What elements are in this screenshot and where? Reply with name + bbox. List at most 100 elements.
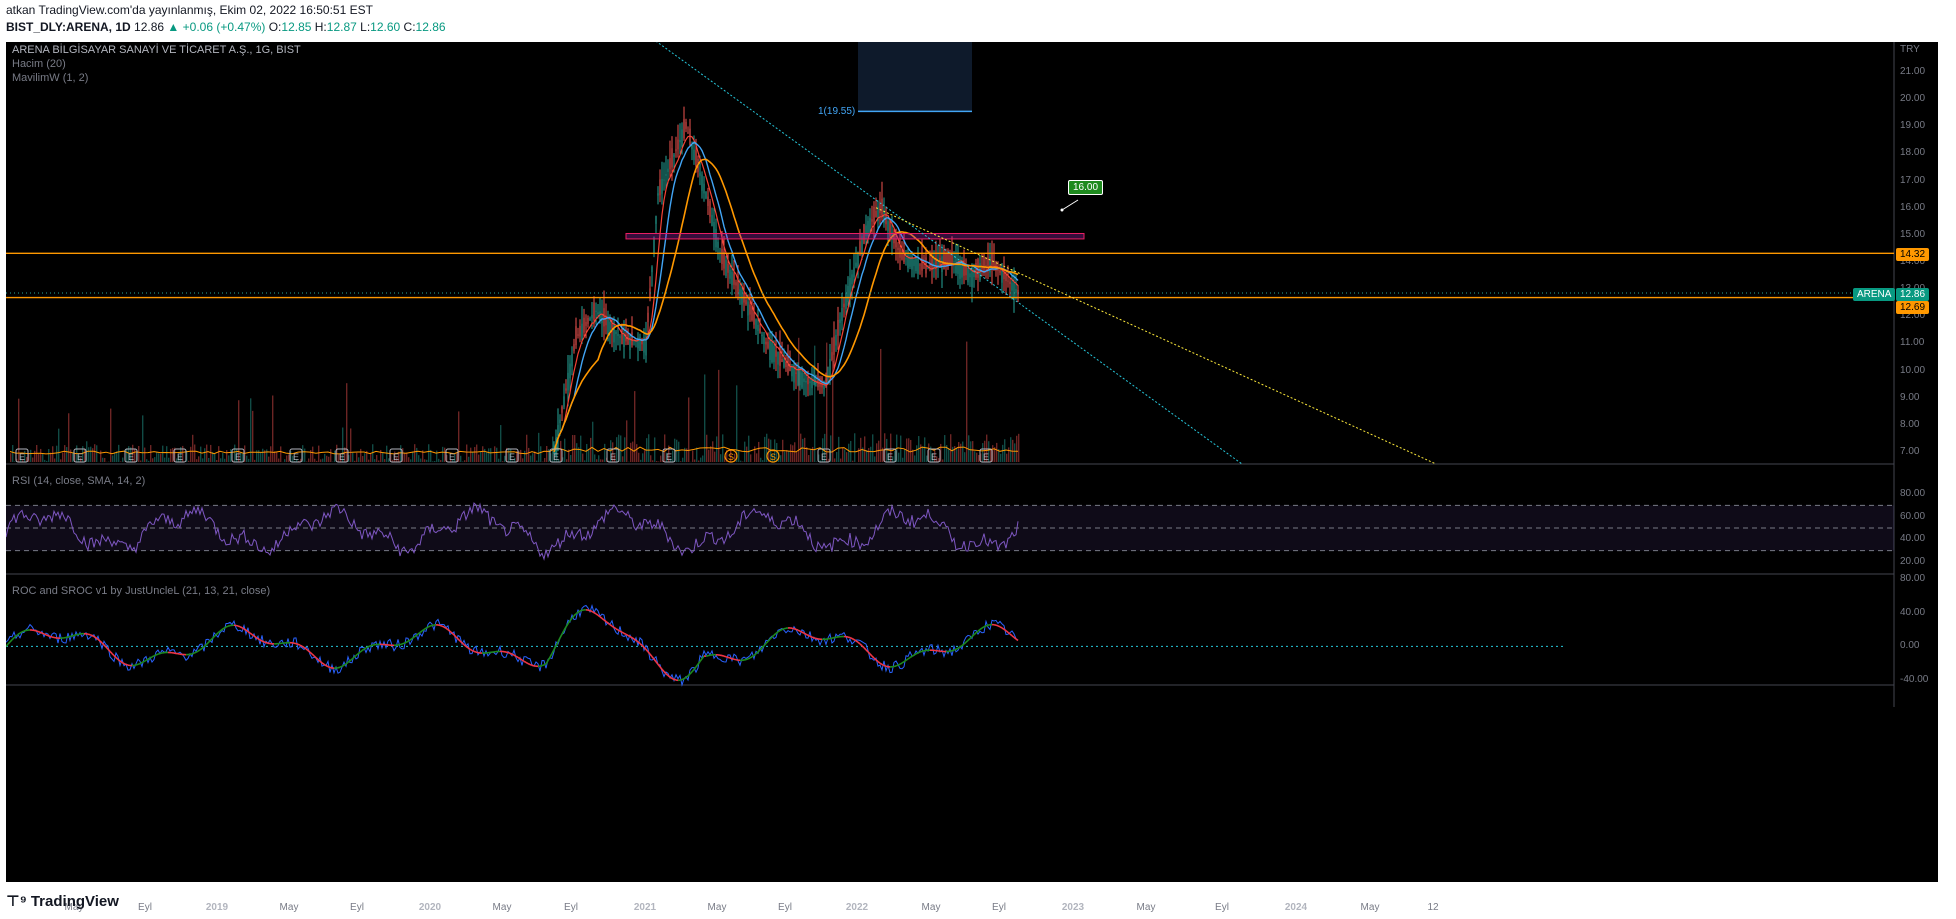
volume-bar [976,452,978,462]
sroc-line-segment [921,649,925,653]
sroc-line-segment [157,652,161,655]
price-candle [759,328,761,333]
volume-bar [754,446,756,462]
sroc-line-segment [687,673,691,677]
price-candle [769,340,771,360]
volume-bar [26,456,28,462]
volume-bar [148,460,150,462]
sroc-line-segment [217,630,221,634]
sroc-line-segment [671,677,675,681]
volume-bar [10,453,12,462]
volume-bar [476,444,478,462]
price-callout[interactable]: 16.00 [1068,180,1104,195]
volume-bar [462,461,464,462]
resistance-zone [625,233,1085,240]
chart-area[interactable]: E E E E E E E E E E E E E S S E E E E ARENA BİLGİSAYAR SAN… [6,42,1938,913]
earnings-event-icon [335,448,349,463]
sroc-line-segment [971,634,975,638]
sroc-line-segment [419,630,423,634]
volume-bar [60,459,62,462]
sroc-line-segment [621,631,625,635]
rsi-indicator-label[interactable]: RSI (14, close, SMA, 14, 2) [12,475,146,487]
time-axis-tick: Eyl [1215,902,1229,913]
sroc-line-segment [981,626,985,629]
price-candle [751,306,753,321]
price-candle [1007,280,1009,282]
price-candle [775,350,777,357]
rsi-axis-tick: 40.00 [1900,533,1926,545]
sroc-line-segment [879,662,883,666]
volume-bar [1008,447,1010,462]
sroc-line-segment [669,676,673,680]
volume-bar [206,444,208,462]
chart-title[interactable]: ARENA BİLGİSAYAR SANAYİ VE TİCARET A.Ş.,… [12,44,301,56]
sroc-line-segment [91,634,95,638]
volume-bar [268,456,270,462]
price-candle [779,346,781,366]
price-candle [785,361,787,368]
price-candle [805,380,807,383]
sroc-line-segment [463,644,467,647]
volume-bar [450,459,452,462]
volume-bar [154,457,156,462]
sroc-line-segment [693,666,697,670]
volume-bar [842,447,844,462]
volume-indicator-label[interactable]: Hacim (20) [12,58,66,70]
sroc-line-segment [227,624,231,627]
volume-bar [694,459,696,462]
volume-bar [260,452,262,462]
price-candle [717,241,719,248]
sroc-line-segment [729,657,733,660]
volume-bar [708,449,710,462]
roc-indicator-label[interactable]: ROC and SROC v1 by JustUncleL (21, 13, 2… [12,585,271,597]
price-candle [851,274,853,285]
volume-bar [864,436,866,462]
earnings-event-icon [927,448,941,463]
sroc-line-segment [315,657,319,661]
volume-bar [72,453,74,462]
volume-bar [290,451,292,462]
mavilim-indicator-label[interactable]: MavilimW (1, 2) [12,72,89,84]
sroc-line-segment [571,615,575,619]
sroc-line-segment [309,651,313,655]
sroc-line-segment [465,645,469,649]
volume-bar [128,446,130,462]
sroc-line-segment [759,647,763,651]
price-candle [801,372,803,388]
volume-bar [270,446,272,462]
time-axis-tick: Eyl [350,902,364,913]
price-candle [713,221,715,237]
volume-bar [218,446,220,462]
volume-bar [202,458,204,462]
volume-bar [970,441,972,462]
volume-bar [292,455,294,462]
volume-bar [934,450,936,462]
sroc-line-segment [725,655,729,659]
volume-bar [672,450,674,462]
volume-bar [194,444,196,462]
sroc-line-segment [613,626,617,630]
price-candle [861,236,863,256]
sroc-line-segment [647,651,651,655]
tradingview-logo[interactable]: ⊤⁹ TradingView [6,892,119,910]
symbol-name[interactable]: BIST_DLY:ARENA, 1D [6,20,131,34]
price-candle [761,334,763,337]
volume-bar [532,453,534,462]
volume-bar [334,450,336,462]
volume-bar [310,450,312,462]
price-candle [893,233,895,244]
price-candle [849,277,851,298]
price-candle [811,378,813,389]
volume-bar [104,458,106,462]
volume-bar [848,443,850,462]
target-level-label[interactable]: 1(19.55) [818,106,856,117]
sroc-line-segment [865,649,869,653]
volume-bar [94,444,96,462]
earnings-event-icon [173,448,187,463]
price-candle [777,351,779,365]
volume-bar [56,445,58,462]
volume-bar [590,437,592,462]
price-candle [897,247,899,251]
volume-bar [994,447,996,462]
